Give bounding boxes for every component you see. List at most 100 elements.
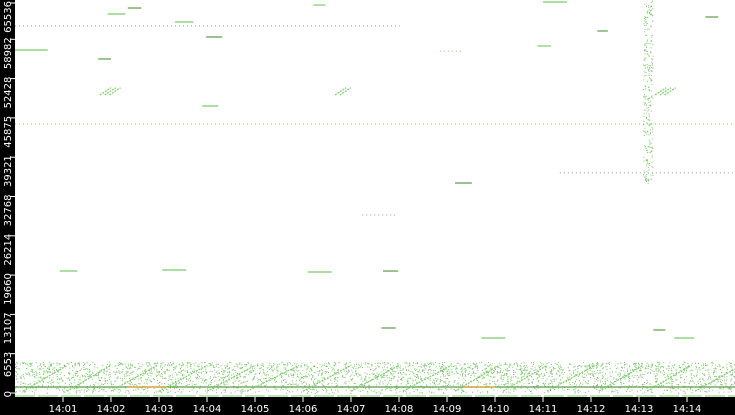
scatter-point <box>145 379 147 381</box>
scatter-point <box>703 373 705 375</box>
scatter-point <box>412 372 414 374</box>
scatter-point <box>249 370 251 372</box>
scatter-point <box>477 384 479 386</box>
scatter-point <box>646 133 648 135</box>
scatter-point <box>295 380 297 382</box>
scatter-point <box>646 387 648 389</box>
scatter-point <box>208 363 210 364</box>
scatter-point <box>222 379 224 381</box>
scatter-point <box>24 391 26 393</box>
scatter-point <box>387 384 388 386</box>
scatter-point <box>652 20 654 22</box>
scatter-point <box>103 372 105 374</box>
scatter-point <box>481 361 483 363</box>
scatter-point <box>684 385 686 387</box>
scatter-point <box>254 391 256 393</box>
scatter-point <box>542 383 544 384</box>
scatter-point <box>733 382 735 384</box>
scatter-point <box>50 364 52 366</box>
scatter-point <box>98 380 100 382</box>
scatter-point <box>175 365 177 367</box>
scatter-point <box>474 365 476 367</box>
scatter-point <box>650 383 652 385</box>
scatter-point <box>646 160 647 162</box>
scatter-point <box>646 173 648 175</box>
scatter-point <box>269 369 270 370</box>
scatter-point <box>148 377 150 379</box>
scatter-point <box>703 364 705 366</box>
scatter-point <box>337 376 339 378</box>
scatter-point <box>190 367 192 369</box>
scatter-point <box>305 376 307 378</box>
scatter-point <box>719 365 721 367</box>
scatter-point <box>589 364 591 366</box>
scatter-point <box>182 373 184 375</box>
scatter-point <box>626 363 628 365</box>
scatter-point <box>68 392 70 394</box>
scatter-point <box>73 363 75 365</box>
scatter-point <box>30 362 31 364</box>
scatter-point <box>710 383 712 385</box>
scatter-point <box>618 372 620 374</box>
y-tick-6553: 6553 <box>3 352 15 377</box>
scatter-point <box>643 102 645 104</box>
scatter-point <box>462 375 464 377</box>
scatter-point <box>351 366 353 368</box>
scatter-point <box>636 375 638 376</box>
scatter-point <box>324 365 325 367</box>
scatter-point <box>672 380 674 382</box>
scatter-point <box>108 387 110 389</box>
scatter-point <box>643 384 645 385</box>
scatter-point <box>349 361 351 363</box>
scatter-point <box>607 377 609 379</box>
scatter-point <box>421 392 423 394</box>
scatter-point <box>521 370 523 372</box>
scatter-point <box>333 392 335 394</box>
scatter-point <box>225 376 227 378</box>
scatter-point <box>648 70 650 72</box>
scatter-point <box>646 150 648 151</box>
scatter-point <box>455 365 457 366</box>
scatter-point <box>394 371 396 373</box>
scatter-point <box>590 367 592 369</box>
scatter-point <box>489 382 491 384</box>
scatter-point <box>217 385 219 387</box>
scatter-point <box>308 391 309 393</box>
scatter-point <box>241 364 243 366</box>
scatter-point <box>292 376 294 378</box>
scatter-point <box>176 387 177 389</box>
scatter-point <box>16 366 18 367</box>
scatter-point <box>574 388 576 390</box>
scatter-point <box>482 376 484 378</box>
scatter-point <box>644 96 646 98</box>
scatter-point <box>461 389 463 391</box>
scatter-point <box>214 385 216 387</box>
scatter-point <box>729 374 731 376</box>
scatter-point <box>83 362 85 363</box>
scatter-point <box>97 383 99 385</box>
scatter-point <box>317 374 319 376</box>
scatter-point <box>628 375 630 377</box>
scatter-point <box>104 378 106 379</box>
scatter-point <box>489 364 491 366</box>
scatter-point <box>643 104 645 106</box>
scatter-point <box>643 89 645 91</box>
scatter-point <box>402 371 404 373</box>
scatter-point <box>703 367 705 369</box>
scatter-point <box>651 365 653 367</box>
scatter-point <box>695 365 697 367</box>
scatter-point <box>291 380 293 382</box>
scatter-point <box>109 361 111 363</box>
scatter-point <box>287 364 289 366</box>
scatter-point <box>645 112 647 114</box>
scatter-point <box>23 385 25 387</box>
scatter-point <box>644 94 645 96</box>
scatter-point <box>285 367 287 369</box>
scatter-point <box>201 362 203 364</box>
scatter-point <box>589 364 590 366</box>
scatter-point <box>629 365 631 367</box>
scatter-point <box>483 384 485 385</box>
scatter-point <box>655 370 657 372</box>
scatter-point <box>634 385 636 387</box>
scatter-point <box>611 388 613 390</box>
